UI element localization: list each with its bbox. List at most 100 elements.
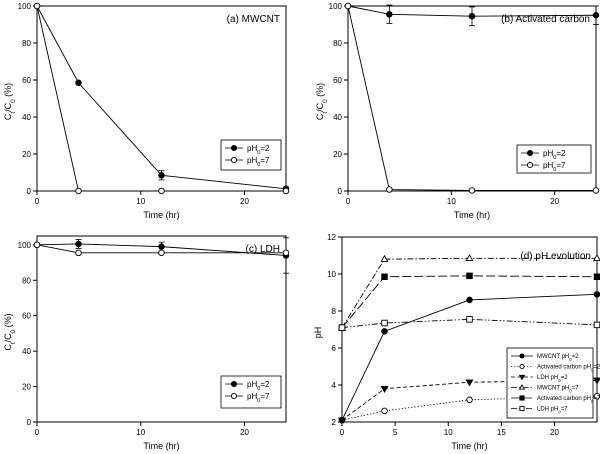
y-tick-label: 4 xyxy=(332,381,337,390)
x-axis-title: Time (hr) xyxy=(454,210,490,220)
data-point xyxy=(468,12,476,20)
legend-label: pH0=7 xyxy=(247,156,270,168)
y-tick-label: 20 xyxy=(333,150,342,159)
data-point xyxy=(592,11,600,19)
series-1 xyxy=(33,237,290,274)
series-2 xyxy=(33,2,290,195)
data-point xyxy=(380,254,389,262)
y-tick-label: 8 xyxy=(332,307,337,316)
y-tick-label: 0 xyxy=(27,187,32,196)
y-tick-label: 12 xyxy=(327,233,336,242)
legend-marker xyxy=(230,392,238,400)
chart-title: (c) LDH xyxy=(246,244,280,255)
legend-box xyxy=(220,139,282,171)
data-point xyxy=(593,321,600,329)
legend-marker xyxy=(518,384,526,390)
legend-marker xyxy=(526,149,534,157)
data-point xyxy=(33,2,41,10)
y-tick-label: 60 xyxy=(22,76,31,85)
data-point xyxy=(468,187,476,194)
x-tick-label: 0 xyxy=(35,428,40,437)
chart-title: (d) pH evolution xyxy=(520,251,591,262)
data-point xyxy=(338,417,346,425)
legend-label: pH0=7 xyxy=(247,392,270,404)
data-point xyxy=(593,377,600,385)
x-tick-label: 20 xyxy=(240,428,249,437)
series-line xyxy=(36,5,286,192)
y-tick-label: 100 xyxy=(18,2,32,11)
data-point xyxy=(75,249,82,257)
data-point xyxy=(381,319,388,327)
data-point xyxy=(593,273,600,281)
x-tick-label: 20 xyxy=(240,197,249,206)
x-tick-label: 10 xyxy=(136,197,145,206)
x-axis-title: Time (hr) xyxy=(143,441,179,451)
data-point xyxy=(381,407,388,415)
y-tick-label: 80 xyxy=(22,39,31,48)
legend-label: pH0=2 xyxy=(247,144,270,156)
series-line xyxy=(347,5,596,191)
legend-label: pH0=7 xyxy=(543,161,566,173)
y-tick-label: 60 xyxy=(333,76,342,85)
y-tick-label: 20 xyxy=(22,150,31,159)
series-line xyxy=(341,318,598,329)
legend-marker xyxy=(518,374,526,381)
x-axis-title: Time (hr) xyxy=(451,441,487,451)
data-point xyxy=(75,187,82,195)
data-point xyxy=(344,2,352,10)
legend-marker xyxy=(230,156,238,164)
legend-box xyxy=(516,144,592,174)
y-tick-label: 60 xyxy=(22,312,31,321)
y-tick-label: 20 xyxy=(22,383,31,392)
series-2 xyxy=(33,241,290,257)
data-point xyxy=(465,254,474,261)
data-point xyxy=(466,296,473,304)
legend: MWCNT pH0=2 Activated carbon pH0=2 LDH pH0… xyxy=(506,347,600,419)
data-point xyxy=(158,243,165,250)
legend-box xyxy=(220,375,282,409)
y-axis-title: Ct/C0 (%) xyxy=(315,83,329,120)
x-tick-label: 20 xyxy=(550,428,559,437)
y-tick-label: 0 xyxy=(27,418,32,427)
y-axis-title: Ct/C0 (%) xyxy=(3,313,17,350)
data-point xyxy=(75,79,82,87)
data-point xyxy=(380,386,389,393)
y-tick-label: 80 xyxy=(333,39,342,48)
x-tick-label: 15 xyxy=(497,428,506,437)
chart-title: (a) MWCNT xyxy=(227,14,280,25)
legend-label: pH0=2 xyxy=(247,380,270,392)
legend-marker xyxy=(230,144,238,152)
legend-marker xyxy=(519,363,525,370)
y-tick-label: 6 xyxy=(332,344,337,353)
y-tick-label: 80 xyxy=(22,276,31,285)
y-tick-label: 100 xyxy=(18,241,32,250)
y-tick-label: 100 xyxy=(329,2,343,11)
legend-label: Activated carbon pH0=7 xyxy=(537,396,600,404)
series-6 xyxy=(338,316,600,331)
legend-label: Activated carbon pH0=2 xyxy=(537,365,600,373)
y-axis-title: pH xyxy=(313,327,323,339)
x-tick-label: 0 xyxy=(346,197,351,206)
legend-marker xyxy=(230,380,238,388)
series-line xyxy=(347,5,597,17)
data-point xyxy=(386,11,393,18)
data-point xyxy=(75,240,82,248)
y-tick-label: 40 xyxy=(22,347,31,356)
legend-label: MWCNT pH0=2 xyxy=(537,354,579,362)
legend-label: LDH pH0=2 xyxy=(537,375,568,383)
x-axis-title: Time (hr) xyxy=(143,210,179,220)
series-line xyxy=(36,244,286,254)
series-2 xyxy=(344,2,600,194)
legend-marker xyxy=(519,395,525,401)
y-tick-label: 0 xyxy=(338,187,343,196)
y-tick-label: 2 xyxy=(332,418,337,427)
data-point xyxy=(158,172,165,179)
series-line xyxy=(341,257,597,328)
x-tick-label: 10 xyxy=(136,428,145,437)
series-line xyxy=(341,275,598,328)
chart-panel-b: 0 10 20 0 20 40 60 80 100 Time (hr) Ct/C0 (%) (b) A… xyxy=(315,2,600,220)
